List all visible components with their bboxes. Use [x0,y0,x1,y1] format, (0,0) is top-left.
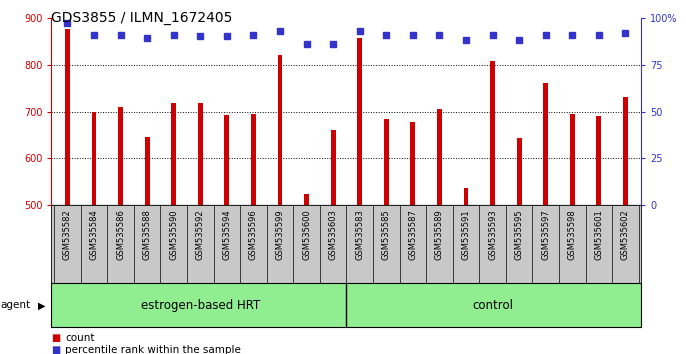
Text: ■: ■ [51,333,60,343]
Bar [145,137,150,205]
Text: GSM535591: GSM535591 [462,209,471,260]
Text: GSM535594: GSM535594 [222,209,231,260]
Text: GSM535593: GSM535593 [488,209,497,260]
Bar [198,103,202,205]
Text: agent: agent [1,300,31,310]
Text: control: control [472,299,513,312]
Text: GDS3855 / ILMN_1672405: GDS3855 / ILMN_1672405 [51,11,233,25]
Text: GSM535586: GSM535586 [116,209,125,260]
Text: GSM535582: GSM535582 [63,209,72,260]
Text: GSM535583: GSM535583 [355,209,364,260]
Bar [172,103,176,205]
Bar [331,130,335,205]
Text: GSM535603: GSM535603 [329,209,338,260]
Bar [490,61,495,205]
Bar [118,107,123,205]
Text: ▶: ▶ [38,300,45,310]
Text: GSM535592: GSM535592 [196,209,204,260]
Text: GSM535596: GSM535596 [249,209,258,260]
Bar [384,120,389,205]
Text: GSM535585: GSM535585 [382,209,391,260]
Text: GSM535584: GSM535584 [89,209,99,260]
Text: percentile rank within the sample: percentile rank within the sample [65,346,241,354]
Text: GSM535595: GSM535595 [514,209,523,260]
Bar [623,97,628,205]
Bar [464,188,469,205]
Text: GSM535588: GSM535588 [143,209,152,260]
Bar [357,38,362,205]
Text: GSM535598: GSM535598 [568,209,577,260]
Bar [224,115,229,205]
Text: GSM535600: GSM535600 [302,209,311,260]
Bar [517,138,521,205]
Text: GSM535589: GSM535589 [435,209,444,260]
Bar [597,116,602,205]
Text: GSM535590: GSM535590 [169,209,178,260]
Text: ■: ■ [51,346,60,354]
Bar [570,114,575,205]
Bar [437,109,442,205]
Bar [91,112,96,205]
Bar [65,29,70,205]
Bar [410,122,415,205]
Bar [251,114,256,205]
Bar [543,83,548,205]
Text: count: count [65,333,95,343]
Bar [278,55,283,205]
Text: GSM535602: GSM535602 [621,209,630,260]
Text: GSM535601: GSM535601 [594,209,604,260]
Bar [304,194,309,205]
Text: GSM535587: GSM535587 [408,209,417,260]
Text: estrogen-based HRT: estrogen-based HRT [141,299,260,312]
Text: GSM535599: GSM535599 [276,209,285,260]
Text: GSM535597: GSM535597 [541,209,550,260]
